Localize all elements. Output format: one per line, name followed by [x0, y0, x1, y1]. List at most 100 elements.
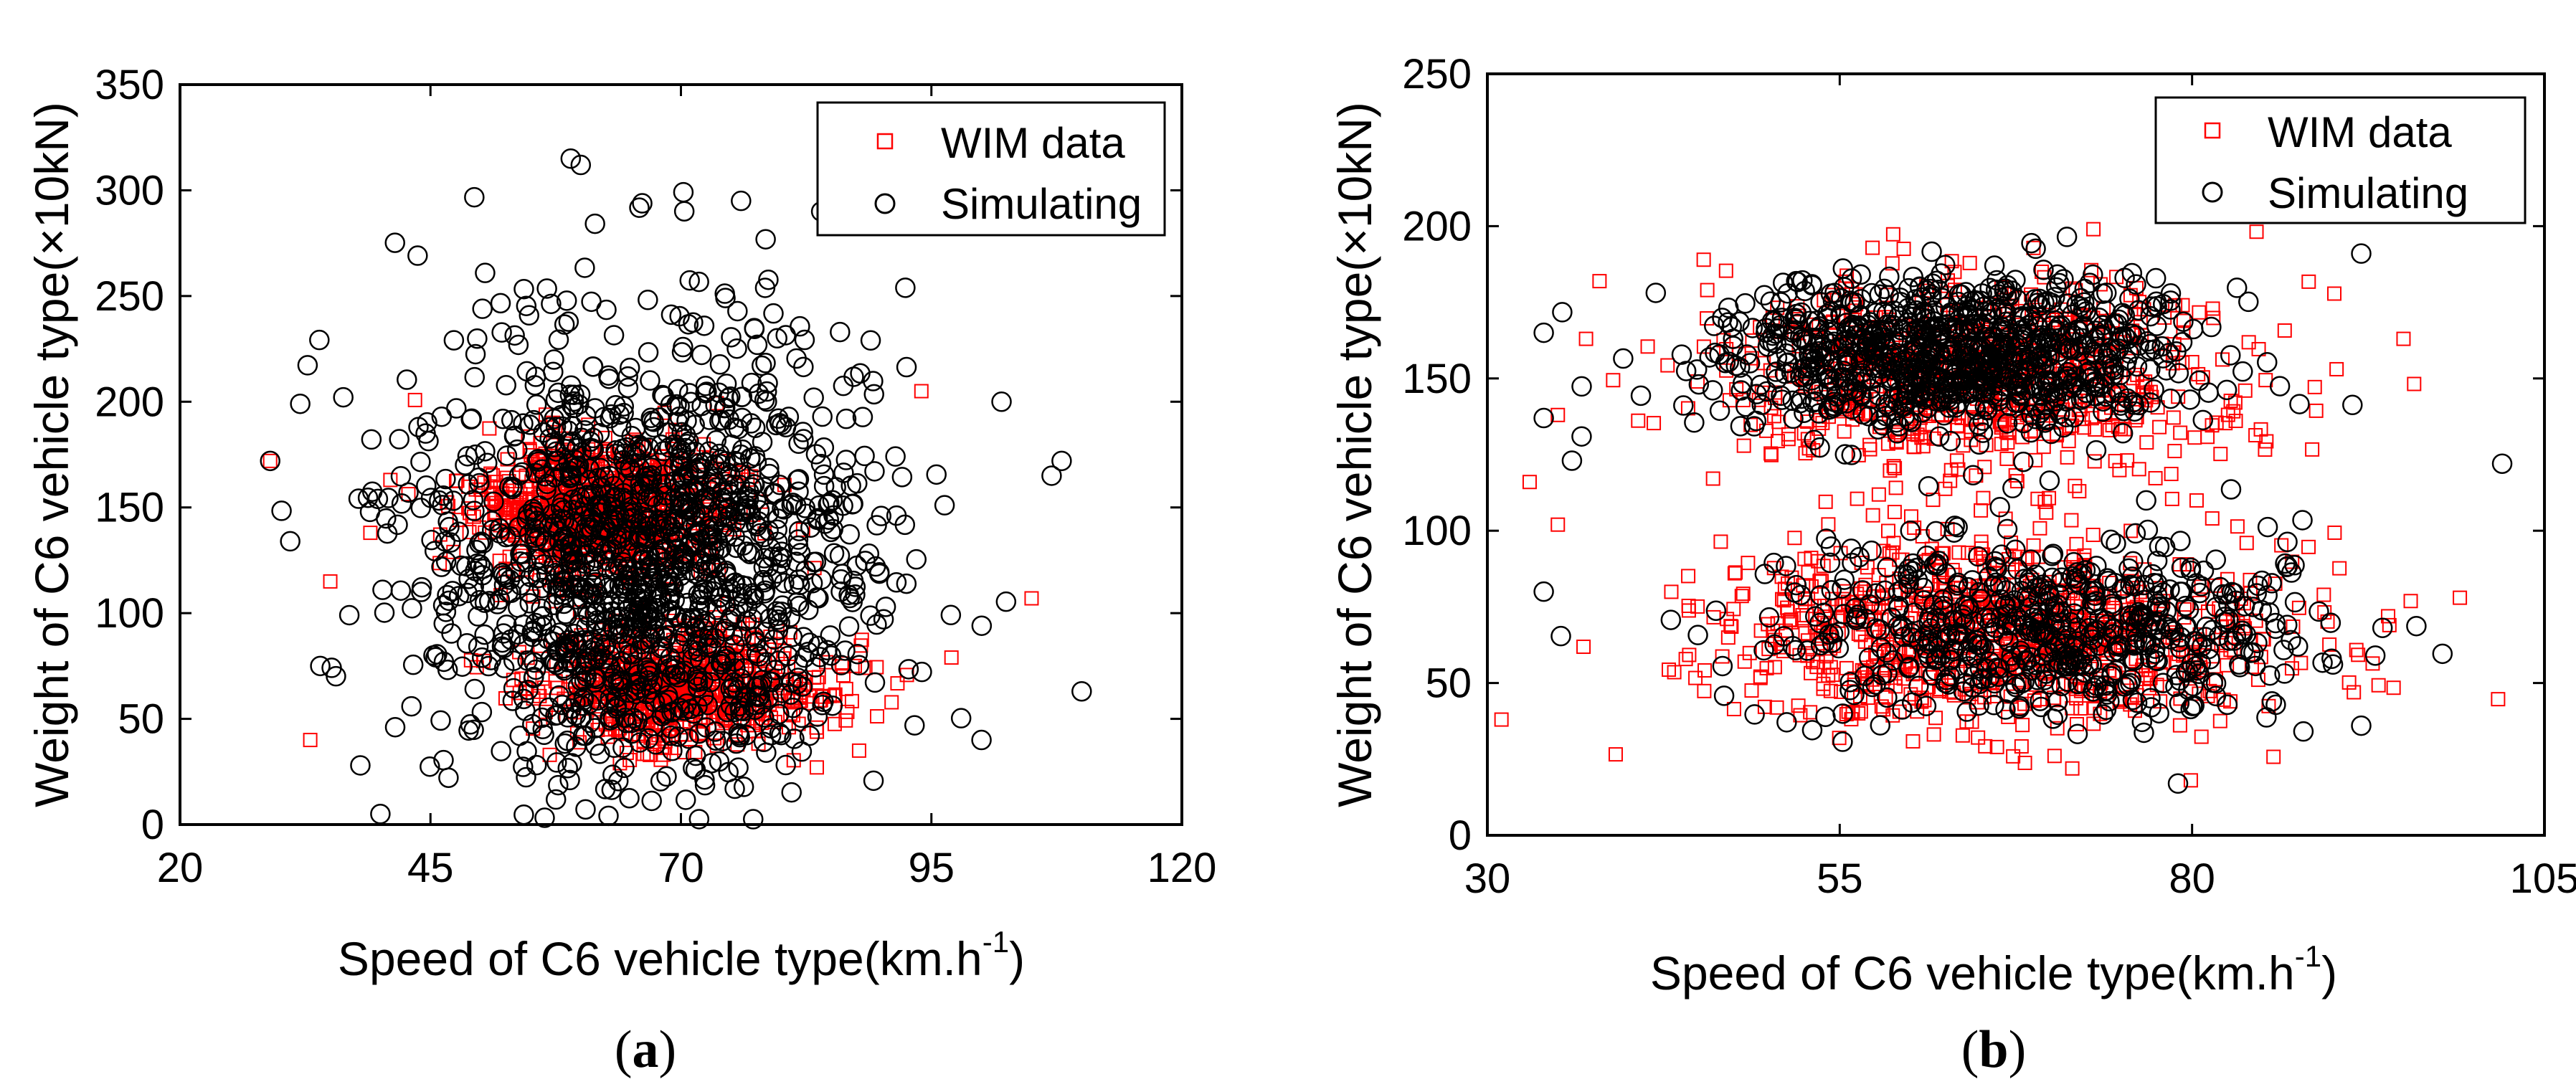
wim-point [2192, 627, 2207, 642]
simulating-point [448, 521, 469, 542]
simulating-point [696, 381, 717, 402]
wim-point [2008, 467, 2023, 483]
simulating-point [820, 625, 840, 646]
simulating-point [763, 303, 784, 324]
wim-point [1696, 252, 1711, 267]
wim-point [1976, 490, 1991, 505]
simulating-point [465, 561, 486, 581]
simulating-point [644, 523, 665, 545]
simulating-point [297, 355, 318, 376]
simulating-point [640, 465, 662, 486]
simulating-point [843, 493, 863, 514]
simulating-point [522, 713, 543, 735]
simulating-point [638, 665, 660, 686]
simulating-point [971, 615, 993, 636]
wim-point [1550, 407, 1566, 422]
wim-point [1803, 705, 1818, 720]
wim-point [2014, 739, 2029, 754]
simulating-point [786, 348, 807, 369]
simulating-point [864, 672, 886, 693]
simulating-point [533, 422, 554, 443]
wim-point [2192, 595, 2207, 610]
simulating-point [699, 519, 719, 540]
simulating-point [574, 545, 595, 566]
simulating-point [886, 571, 907, 593]
wim-point [1697, 683, 1712, 698]
wim-point [1978, 739, 1993, 754]
simulating-point [767, 519, 787, 540]
simulating-point [886, 505, 907, 526]
wim-point [1737, 654, 1752, 669]
simulating-point [660, 516, 681, 537]
simulating-point [623, 708, 644, 728]
simulating-point [541, 293, 562, 315]
simulating-point [1928, 426, 1950, 447]
simulating-point [615, 617, 636, 637]
wim-point [1647, 416, 1662, 431]
simulating-point [465, 343, 486, 365]
wim-point [2220, 407, 2235, 422]
simulating-point [650, 771, 671, 792]
wim-point [827, 716, 842, 731]
wim-point [2205, 511, 2220, 526]
wim-point [2073, 701, 2088, 716]
wim-point [2070, 610, 2085, 625]
simulating-point [681, 640, 703, 660]
simulating-point [389, 429, 409, 450]
simulating-point [495, 567, 516, 588]
simulating-point [891, 467, 913, 488]
wim-point [2332, 561, 2347, 576]
simulating-point [501, 409, 522, 431]
simulating-point [689, 553, 711, 574]
simulating-point [613, 396, 635, 417]
simulating-point [2058, 293, 2079, 314]
simulating-point [744, 585, 764, 606]
simulating-point [574, 257, 595, 278]
simulating-point [456, 633, 478, 654]
simulating-point [574, 670, 595, 691]
simulating-point [410, 498, 432, 518]
wim-point [2173, 425, 2188, 440]
simulating-point [458, 474, 478, 495]
simulating-point [260, 450, 280, 472]
simulating-point [710, 449, 731, 470]
wim-point [1857, 584, 1872, 599]
simulating-point [438, 767, 459, 788]
simulating-point [605, 394, 626, 416]
simulating-point [374, 602, 395, 623]
wim-point [1681, 599, 1696, 614]
simulating-point [689, 458, 711, 480]
simulating-point [555, 604, 576, 625]
simulating-point [1991, 544, 2012, 565]
simulating-point [526, 754, 547, 776]
simulating-point [607, 771, 629, 792]
simulating-point [2042, 543, 2064, 564]
panel-a-points [260, 148, 1092, 830]
simulating-point [474, 624, 495, 645]
wim-point [844, 693, 859, 708]
simulating-point [402, 654, 424, 675]
simulating-point [813, 464, 835, 485]
wim-point [2329, 361, 2344, 376]
simulating-point [706, 429, 727, 451]
wim-point [2371, 678, 2386, 693]
simulating-point [729, 490, 750, 511]
simulating-point [2293, 721, 2314, 742]
wim-point [1962, 255, 1977, 270]
simulating-point [598, 653, 619, 674]
simulating-point [562, 753, 582, 774]
simulating-point [546, 752, 567, 773]
wim-point [809, 760, 824, 775]
simulating-point [1776, 712, 1797, 733]
panel-a-legend: WIM data Simulating [816, 101, 1166, 237]
simulating-point [810, 454, 832, 475]
simulating-point [822, 490, 843, 511]
wim-point [407, 392, 422, 407]
simulating-point [499, 569, 521, 590]
simulating-point [852, 407, 873, 427]
simulating-point [803, 387, 824, 408]
simulating-point [866, 515, 887, 536]
simulating-point [558, 452, 579, 473]
simulating-point [427, 644, 448, 665]
